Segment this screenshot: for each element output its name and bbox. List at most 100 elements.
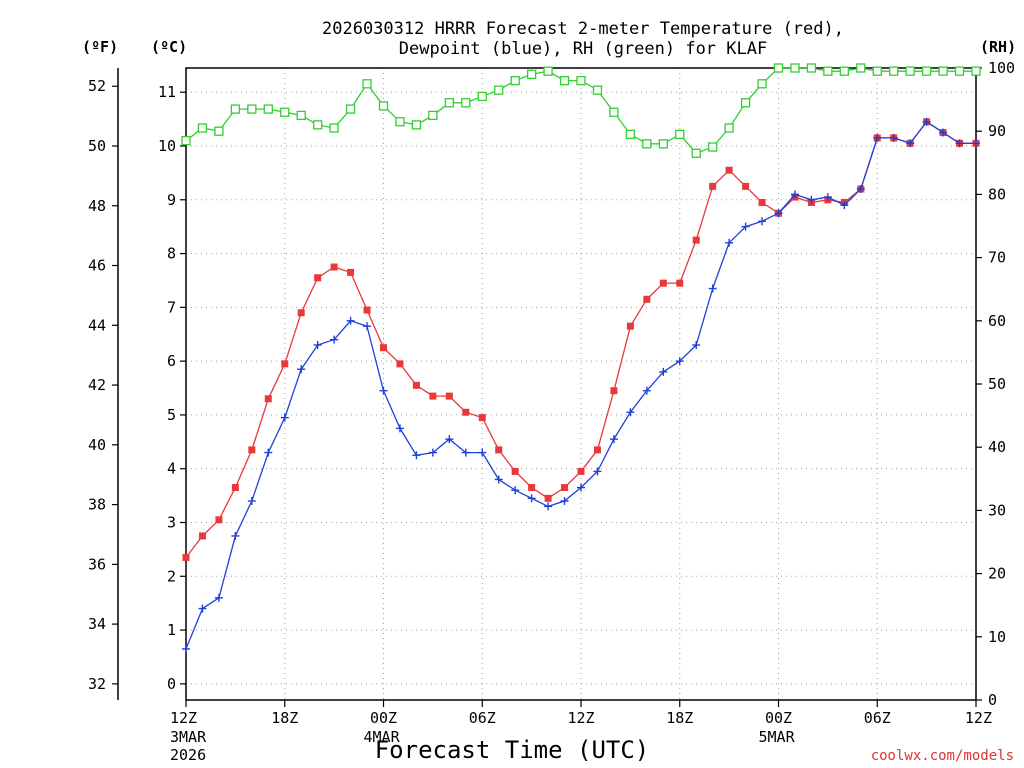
dewpoint-point: [182, 644, 190, 653]
temperature-point: [610, 387, 618, 395]
temperature-point: [659, 279, 667, 287]
dewpoint-point: [889, 133, 898, 142]
dewpoint-point: [264, 448, 273, 457]
rh-point: [526, 69, 537, 79]
temperature-point: [231, 484, 239, 492]
rh-point: [592, 85, 603, 95]
celsius-tick-label: 11: [158, 83, 176, 101]
dewpoint-point: [428, 448, 437, 457]
dewpoint-line: [185, 120, 976, 650]
dewpoint-point: [280, 413, 289, 422]
temperature-point: [314, 274, 322, 282]
dewpoint-point: [708, 284, 717, 293]
dewpoint-point: [247, 496, 256, 505]
rh-point: [247, 104, 257, 114]
dewpoint-point: [741, 222, 750, 231]
rh-point: [461, 98, 471, 108]
temperature-point: [758, 198, 766, 206]
temperature-point: [692, 236, 700, 244]
rh-point: [559, 75, 570, 86]
dewpoint-point: [593, 467, 602, 476]
dewpoint-point: [675, 357, 684, 366]
rh-point: [428, 110, 438, 121]
fahrenheit-tick-label: 44: [88, 316, 106, 334]
rh-point: [823, 66, 833, 76]
rh-point: [362, 79, 372, 89]
temperature-point: [725, 166, 733, 174]
temperature-point: [330, 263, 338, 271]
celsius-tick-label: 7: [167, 298, 176, 316]
x-date-label: 5MAR: [759, 728, 796, 746]
dewpoint-point: [313, 341, 322, 350]
x-axis-label: Forecast Time (UTC): [375, 736, 650, 764]
rh-point: [444, 98, 454, 108]
dewpoint-point: [231, 531, 240, 540]
celsius-unit-label: (ºC): [151, 38, 187, 56]
temperature-point: [215, 516, 223, 524]
fahrenheit-unit-label: (ºF): [82, 38, 118, 56]
fahrenheit-tick-label: 36: [88, 555, 106, 573]
temperature-point: [626, 322, 634, 330]
rh-point: [773, 63, 784, 73]
series-group: [181, 63, 981, 653]
chart-title-line-1: 2026030312 HRRR Forecast 2-meter Tempera…: [322, 19, 844, 39]
rh-point: [329, 123, 339, 133]
dewpoint-point: [461, 448, 470, 457]
temperature-point: [412, 381, 420, 389]
dewpoint-point: [642, 386, 651, 395]
series-rh: [181, 63, 981, 158]
dewpoint-point: [412, 451, 421, 460]
rh-point: [889, 66, 899, 76]
celsius-tick-label: 10: [158, 137, 176, 155]
rh-point: [790, 63, 800, 73]
temperature-point: [593, 446, 601, 454]
dewpoint-point: [379, 386, 388, 395]
rh-tick-label: 40: [988, 438, 1006, 456]
dewpoint-point: [939, 128, 948, 137]
dewpoint-point: [544, 502, 553, 511]
dewpoint-point: [214, 593, 223, 602]
dewpoint-point: [560, 496, 569, 505]
dewpoint-point: [609, 435, 618, 444]
x-date-label: 3MAR: [170, 728, 207, 746]
fahrenheit-tick-label: 46: [88, 257, 106, 275]
rh-point: [576, 75, 586, 86]
fahrenheit-tick-label: 34: [88, 615, 106, 633]
rh-point: [263, 104, 273, 114]
rh-point: [214, 126, 224, 136]
temperature-point: [577, 467, 585, 475]
celsius-tick-label: 4: [167, 460, 176, 478]
rh-point: [691, 148, 701, 158]
dewpoint-point: [626, 408, 635, 417]
rh-point: [872, 66, 882, 76]
series-temperature: [182, 118, 980, 561]
x-year-label: 2026: [170, 746, 206, 764]
gridlines: [186, 68, 976, 700]
fahrenheit-tick-label: 48: [88, 197, 106, 215]
x-tick-label: 12Z: [567, 709, 594, 727]
temperature-point: [676, 279, 684, 287]
dewpoint-point: [494, 475, 503, 484]
fahrenheit-tick-label: 42: [88, 376, 106, 394]
rh-tick-label: 60: [988, 312, 1006, 330]
temperature-point: [380, 344, 387, 352]
dewpoint-point: [659, 367, 668, 376]
celsius-tick-label: 8: [167, 245, 176, 263]
rh-tick-label: 90: [988, 122, 1006, 140]
rh-tick-label: 70: [988, 249, 1006, 267]
temperature-point: [281, 360, 289, 368]
rh-point: [675, 129, 685, 140]
dewpoint-point: [856, 185, 865, 194]
rh-point: [806, 63, 817, 73]
temperature-point: [445, 392, 453, 400]
temperature-point: [528, 484, 536, 492]
credit-text: coolwx.com/models: [871, 748, 1014, 764]
x-tick-label: 18Z: [271, 709, 298, 727]
temperature-point: [709, 182, 717, 190]
rh-point: [411, 120, 422, 130]
rh-point: [708, 142, 718, 152]
fahrenheit-tick-label: 50: [88, 137, 106, 155]
rh-tick-label: 50: [988, 375, 1006, 393]
x-tick-label: 06Z: [469, 709, 496, 727]
